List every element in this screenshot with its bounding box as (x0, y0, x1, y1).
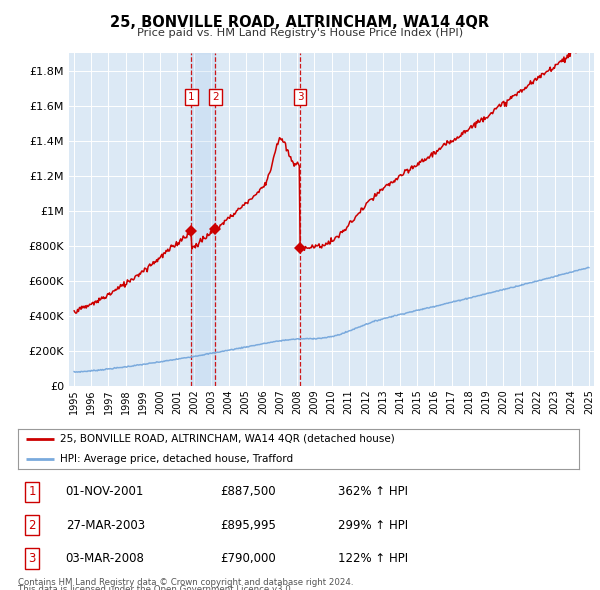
Text: 122% ↑ HPI: 122% ↑ HPI (338, 552, 408, 565)
Text: This data is licensed under the Open Government Licence v3.0.: This data is licensed under the Open Gov… (18, 585, 293, 590)
Bar (191, 53, 215, 386)
Text: 25, BONVILLE ROAD, ALTRINCHAM, WA14 4QR: 25, BONVILLE ROAD, ALTRINCHAM, WA14 4QR (110, 15, 490, 30)
Text: 3: 3 (297, 92, 304, 102)
Text: 1: 1 (188, 92, 194, 102)
Text: HPI: Average price, detached house, Trafford: HPI: Average price, detached house, Traf… (60, 454, 293, 464)
Text: 1: 1 (28, 485, 36, 498)
Text: 25, BONVILLE ROAD, ALTRINCHAM, WA14 4QR (detached house): 25, BONVILLE ROAD, ALTRINCHAM, WA14 4QR … (60, 434, 395, 444)
Text: Contains HM Land Registry data © Crown copyright and database right 2024.: Contains HM Land Registry data © Crown c… (18, 578, 353, 587)
Text: 2: 2 (212, 92, 218, 102)
Text: 362% ↑ HPI: 362% ↑ HPI (338, 485, 408, 498)
Text: 299% ↑ HPI: 299% ↑ HPI (338, 519, 408, 532)
Text: 3: 3 (28, 552, 36, 565)
Text: £790,000: £790,000 (220, 552, 276, 565)
Text: Price paid vs. HM Land Registry's House Price Index (HPI): Price paid vs. HM Land Registry's House … (137, 28, 463, 38)
Text: 01-NOV-2001: 01-NOV-2001 (65, 485, 144, 498)
Text: £887,500: £887,500 (220, 485, 275, 498)
Text: £895,995: £895,995 (220, 519, 276, 532)
Text: 2: 2 (28, 519, 36, 532)
Text: 27-MAR-2003: 27-MAR-2003 (65, 519, 145, 532)
Text: 03-MAR-2008: 03-MAR-2008 (65, 552, 145, 565)
